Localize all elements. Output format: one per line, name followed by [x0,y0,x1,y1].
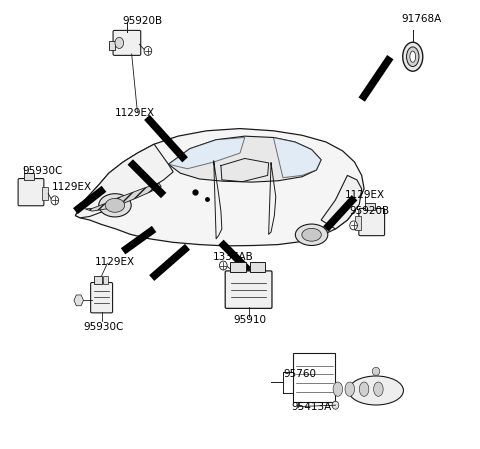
Text: 95910: 95910 [233,316,266,326]
FancyBboxPatch shape [359,208,384,236]
Bar [293,353,336,402]
FancyBboxPatch shape [225,271,272,308]
Bar [355,216,361,230]
Ellipse shape [105,198,125,212]
Ellipse shape [332,401,339,409]
Polygon shape [321,176,362,229]
Polygon shape [74,295,84,306]
Ellipse shape [144,46,152,55]
Ellipse shape [99,194,131,217]
Text: 95920B: 95920B [350,206,390,216]
Bar [109,41,116,49]
Ellipse shape [403,42,423,71]
Ellipse shape [219,261,227,270]
Ellipse shape [350,221,358,230]
Text: 95930C: 95930C [23,166,63,176]
Ellipse shape [372,367,380,375]
Ellipse shape [302,229,321,241]
Polygon shape [85,183,161,211]
Ellipse shape [410,51,416,62]
Text: 95920B: 95920B [122,17,162,26]
Ellipse shape [373,382,383,396]
Ellipse shape [360,382,369,396]
Bar [230,262,246,272]
Text: 1129EX: 1129EX [345,190,385,201]
Polygon shape [75,144,173,218]
Ellipse shape [51,196,59,205]
Polygon shape [274,137,321,178]
Ellipse shape [333,382,343,396]
Polygon shape [75,128,364,246]
Text: 1337AB: 1337AB [213,251,253,262]
Text: 95760: 95760 [283,369,316,379]
Text: 1129EX: 1129EX [115,108,155,118]
FancyBboxPatch shape [91,282,113,313]
Text: 95930C: 95930C [84,322,124,332]
Bar [95,276,102,284]
FancyBboxPatch shape [18,179,44,206]
Ellipse shape [407,47,419,66]
Text: 95413A: 95413A [291,402,332,413]
Ellipse shape [345,382,355,396]
Text: 1129EX: 1129EX [51,181,92,192]
Bar [250,262,265,272]
FancyBboxPatch shape [113,31,141,55]
Ellipse shape [348,376,404,405]
Bar [103,276,108,284]
Bar [365,203,374,210]
Polygon shape [168,136,321,182]
Ellipse shape [115,37,123,48]
Bar [42,187,48,200]
Bar [24,173,34,180]
Ellipse shape [295,224,328,246]
Polygon shape [168,137,245,169]
Text: 91768A: 91768A [401,14,442,24]
Text: 1129EX: 1129EX [95,257,134,268]
